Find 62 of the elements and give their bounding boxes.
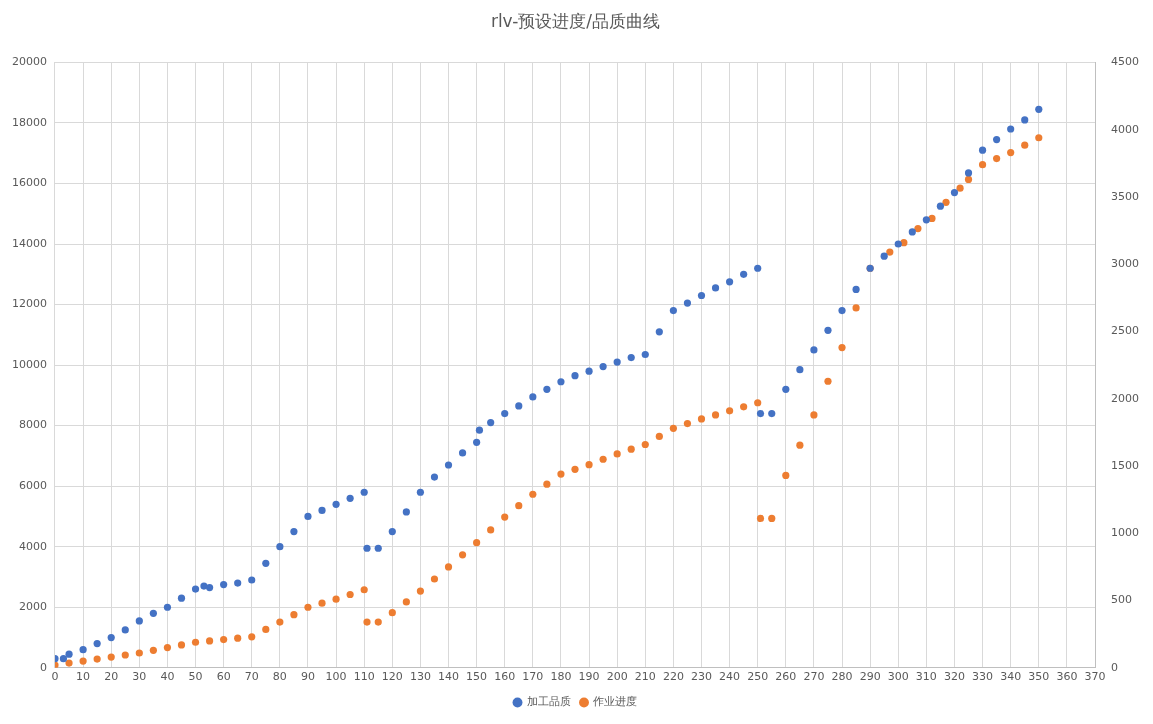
legend-label: 作业进度 — [592, 695, 637, 709]
x-tick-label: 310 — [915, 670, 937, 684]
y-tick-label: 8000 — [18, 418, 47, 432]
y2-tick-label: 1000 — [1111, 526, 1140, 540]
x-tick-label: 160 — [494, 670, 516, 684]
y-tick-label: 14000 — [11, 236, 47, 250]
x-tick-label: 10 — [76, 670, 91, 684]
y-tick-label: 4000 — [18, 539, 47, 553]
y-tick-label: 16000 — [11, 176, 47, 190]
y-tick-label: 10000 — [11, 357, 47, 371]
x-tick-label: 260 — [775, 670, 797, 684]
x-tick-label: 50 — [188, 670, 203, 684]
y2-tick-label: 3000 — [1111, 257, 1140, 271]
x-tick-label: 270 — [803, 670, 825, 684]
x-tick-label: 140 — [438, 670, 460, 684]
y2-tick-label: 0 — [1111, 660, 1119, 674]
x-tick-label: 80 — [272, 670, 287, 684]
x-tick-label: 250 — [747, 670, 769, 684]
x-tick-label: 30 — [132, 670, 147, 684]
legend-label: 加工品质 — [526, 695, 571, 709]
y2-tick-label: 2000 — [1111, 391, 1140, 405]
x-tick-label: 130 — [409, 670, 431, 684]
x-tick-label: 110 — [353, 670, 375, 684]
x-tick-label: 20 — [104, 670, 119, 684]
y-tick-label: 2000 — [18, 600, 47, 614]
x-tick-label: 230 — [690, 670, 712, 684]
x-tick-label: 170 — [522, 670, 544, 684]
x-tick-label: 90 — [300, 670, 315, 684]
x-tick-label: 180 — [550, 670, 572, 684]
y-tick-label: 20000 — [11, 55, 47, 69]
x-tick-label: 320 — [943, 670, 965, 684]
x-tick-label: 100 — [325, 670, 347, 684]
y2-tick-label: 4500 — [1111, 55, 1140, 69]
x-tick-label: 150 — [466, 670, 488, 684]
y2-tick-label: 4000 — [1111, 122, 1140, 136]
x-tick-label: 70 — [244, 670, 259, 684]
y2-tick-label: 3500 — [1111, 189, 1140, 203]
x-tick-label: 300 — [887, 670, 909, 684]
y-tick-label: 12000 — [11, 297, 47, 311]
x-tick-label: 370 — [1084, 670, 1106, 684]
y-tick-label: 18000 — [11, 115, 47, 129]
chart-title: rlv-预设进度/品质曲线 — [490, 10, 661, 31]
x-tick-label: 340 — [1000, 670, 1022, 684]
x-tick-label: 330 — [972, 670, 994, 684]
x-tick-label: 290 — [859, 670, 881, 684]
y2-tick-label: 1500 — [1111, 458, 1140, 472]
x-tick-label: 210 — [634, 670, 656, 684]
y2-tick-label: 500 — [1111, 593, 1133, 607]
x-tick-label: 350 — [1028, 670, 1050, 684]
x-tick-label: 280 — [831, 670, 853, 684]
x-tick-label: 200 — [606, 670, 628, 684]
x-tick-label: 40 — [160, 670, 175, 684]
x-tick-label: 0 — [51, 670, 59, 684]
x-tick-label: 220 — [662, 670, 684, 684]
x-tick-label: 360 — [1056, 670, 1078, 684]
x-tick-label: 120 — [381, 670, 403, 684]
x-tick-label: 190 — [578, 670, 600, 684]
y2-tick-label: 2500 — [1111, 324, 1140, 338]
x-tick-label: 60 — [216, 670, 231, 684]
y-tick-label: 0 — [39, 660, 47, 674]
y-tick-label: 6000 — [18, 479, 47, 493]
x-tick-label: 240 — [719, 670, 741, 684]
